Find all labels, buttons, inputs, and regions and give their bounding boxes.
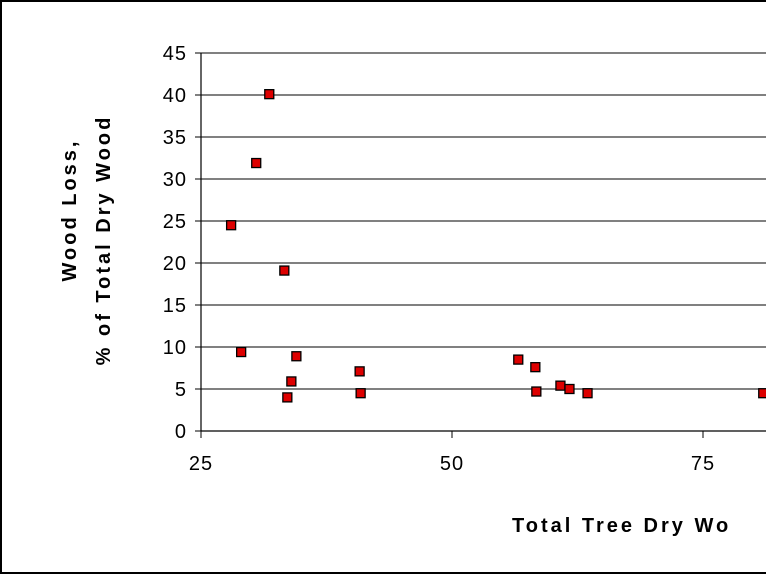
data-point [286, 376, 297, 387]
x-tick-label: 25 [189, 453, 213, 475]
data-point [225, 220, 237, 231]
y-axis-title-line-1: Wood Loss, [59, 139, 81, 282]
y-tick-label: 30 [163, 169, 187, 191]
data-point [355, 388, 366, 399]
y-tick-label: 20 [163, 253, 187, 275]
data-point [582, 388, 593, 399]
data-point [513, 354, 524, 365]
axes [200, 53, 766, 432]
data-point [555, 380, 566, 391]
data-point [251, 157, 262, 169]
data-point [564, 383, 575, 395]
y-tick-label: 45 [163, 43, 187, 65]
data-points [225, 89, 766, 403]
x-tick-label: 75 [691, 453, 715, 475]
y-axis-title-line-2: % of Total Dry Wood [93, 115, 115, 366]
y-tick-label: 10 [163, 337, 187, 359]
y-tick-label: 25 [163, 211, 187, 233]
data-point [354, 366, 365, 377]
data-point [264, 89, 275, 100]
data-point [531, 386, 542, 397]
data-point [758, 388, 766, 399]
x-tick-labels: 25 50 75 [189, 431, 715, 475]
data-point [530, 362, 541, 373]
data-point [291, 351, 302, 362]
x-axis-title: Total Tree Dry Wo [512, 515, 731, 537]
y-tick-labels: 0 5 10 15 20 25 30 35 40 45 [163, 43, 201, 443]
y-tick-label: 15 [163, 295, 187, 317]
data-point [236, 346, 247, 358]
y-tick-label: 0 [175, 421, 187, 443]
y-tick-label: 40 [163, 85, 187, 107]
data-point [279, 265, 290, 276]
x-tick-label: 50 [440, 453, 464, 475]
y-tick-label: 35 [163, 127, 187, 149]
data-point [282, 392, 293, 403]
gridlines [201, 52, 766, 390]
y-tick-label: 5 [175, 379, 187, 401]
